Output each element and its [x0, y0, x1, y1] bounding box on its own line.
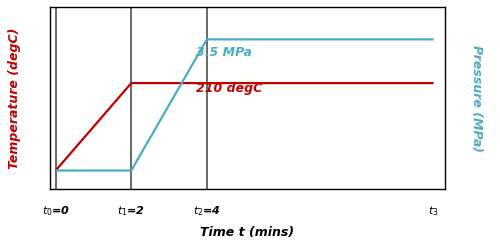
- Text: $t_0$=0: $t_0$=0: [42, 204, 70, 217]
- Text: 210 degC: 210 degC: [196, 82, 262, 95]
- Text: Temperature (degC): Temperature (degC): [8, 28, 21, 169]
- Text: Time t (mins): Time t (mins): [200, 225, 294, 238]
- Text: $t_3$: $t_3$: [428, 204, 439, 217]
- Text: Pressure (MPa): Pressure (MPa): [470, 45, 483, 151]
- Text: 3.5 MPa: 3.5 MPa: [196, 45, 252, 58]
- Text: $t_1$=2: $t_1$=2: [117, 204, 145, 217]
- Text: $t_2$=4: $t_2$=4: [193, 204, 221, 217]
